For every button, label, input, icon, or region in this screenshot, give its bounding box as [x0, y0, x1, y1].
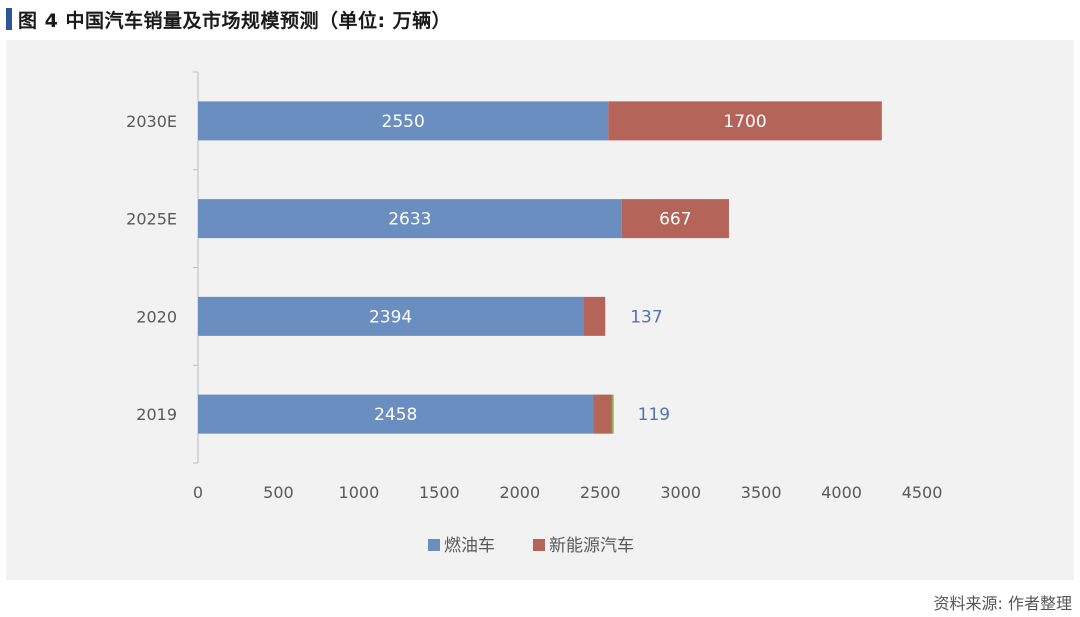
legend-label-nev: 新能源汽车 [549, 536, 634, 556]
bar-fuel-segment [198, 296, 584, 336]
bar-nev-segment [608, 101, 882, 141]
data-label-fuel: 2458 [374, 405, 417, 425]
y-tick-label: 2020 [136, 307, 177, 326]
x-tick-label: 4500 [902, 483, 943, 502]
bar-chart: 0 500 1000 1500 2000 2500 3000 3500 4000 4500 2030… [126, 71, 943, 556]
x-tick-label: 0 [193, 483, 203, 502]
y-tick-label: 2019 [136, 405, 177, 424]
x-tick-label: 1500 [419, 483, 460, 502]
chart-title: 图 4 中国汽车销量及市场规模预测（单位: 万辆） [18, 9, 452, 32]
data-label-fuel: 2550 [382, 112, 425, 132]
x-tick-label: 1000 [339, 483, 380, 502]
bar-nev-segment [593, 394, 613, 434]
data-label-fuel: 2633 [388, 210, 431, 230]
data-label-nev: 119 [638, 405, 670, 425]
x-tick-label: 500 [263, 483, 294, 502]
chart-panel: 0 500 1000 1500 2000 2500 3000 3500 4000 4500 2030… [6, 40, 1074, 580]
data-label-fuel: 2394 [369, 307, 412, 327]
legend-swatch-fuel [428, 539, 440, 551]
x-tick-label: 3500 [741, 483, 782, 502]
legend-label-fuel: 燃油车 [444, 536, 495, 556]
bar-nev-segment [583, 296, 606, 336]
bar-end-accent [611, 394, 614, 434]
y-tick-label: 2025E [126, 210, 177, 229]
y-tick-label: 2030E [126, 112, 177, 131]
x-tick-label: 3000 [660, 483, 701, 502]
bar-nev-segment [621, 199, 729, 239]
chart-title-row: 图 4 中国汽车销量及市场规模预测（单位: 万辆） [6, 6, 451, 32]
bar-fuel-segment [198, 199, 622, 239]
data-label-nev: 137 [630, 307, 662, 327]
source-note: 资料来源: 作者整理 [933, 594, 1072, 613]
data-label-nev: 667 [659, 210, 691, 230]
x-tick-label: 2500 [580, 483, 621, 502]
bar-fuel-segment [198, 394, 594, 434]
bar-fuel-segment [198, 101, 609, 141]
x-tick-label: 4000 [821, 483, 862, 502]
data-label-nev: 1700 [723, 112, 766, 132]
legend-swatch-nev [533, 539, 545, 551]
x-tick-label: 2000 [499, 483, 540, 502]
title-marker [6, 8, 12, 30]
